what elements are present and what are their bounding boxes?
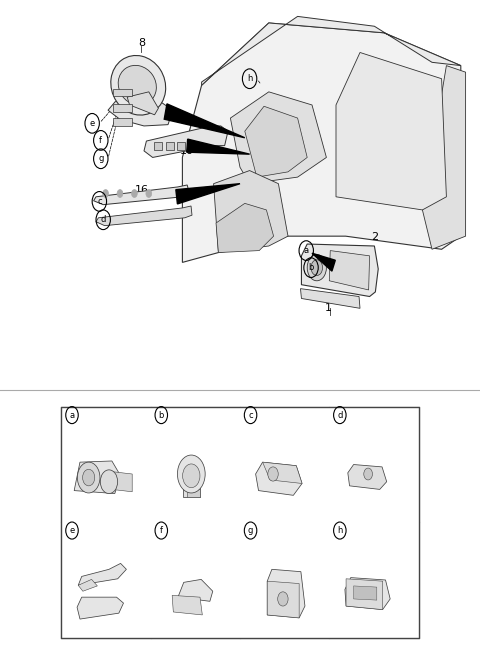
Text: h: h: [247, 74, 252, 83]
Text: d: d: [337, 411, 343, 420]
Polygon shape: [312, 253, 336, 271]
Polygon shape: [182, 23, 461, 262]
Text: a: a: [70, 411, 74, 420]
Circle shape: [364, 468, 372, 480]
Text: f: f: [99, 136, 102, 145]
Circle shape: [132, 190, 137, 197]
Polygon shape: [230, 92, 326, 184]
Polygon shape: [422, 66, 466, 249]
Text: c: c: [248, 411, 253, 420]
Text: b: b: [158, 411, 164, 420]
Text: d: d: [100, 215, 106, 224]
Circle shape: [307, 255, 326, 281]
Polygon shape: [263, 462, 302, 483]
Text: g: g: [248, 526, 253, 535]
Text: c: c: [97, 197, 102, 206]
Text: 4: 4: [175, 410, 181, 420]
Polygon shape: [202, 16, 461, 85]
Circle shape: [182, 464, 200, 487]
Polygon shape: [127, 92, 158, 115]
Circle shape: [77, 462, 100, 493]
Polygon shape: [164, 104, 245, 138]
Text: g: g: [98, 154, 104, 163]
Polygon shape: [301, 244, 378, 297]
Polygon shape: [216, 203, 274, 253]
Circle shape: [146, 190, 152, 197]
Polygon shape: [112, 472, 132, 492]
Text: 12: 12: [67, 564, 78, 573]
Circle shape: [278, 592, 288, 606]
Polygon shape: [74, 461, 120, 493]
Circle shape: [83, 469, 95, 486]
Text: f: f: [160, 526, 163, 535]
Polygon shape: [113, 104, 132, 112]
Polygon shape: [113, 118, 132, 126]
Polygon shape: [256, 462, 302, 495]
Polygon shape: [176, 184, 240, 204]
Text: h: h: [337, 526, 343, 535]
Text: 1: 1: [325, 303, 332, 314]
Polygon shape: [166, 142, 174, 150]
Bar: [61, 407, 419, 638]
Polygon shape: [348, 464, 387, 489]
Polygon shape: [187, 139, 250, 154]
Polygon shape: [329, 251, 370, 290]
Polygon shape: [187, 489, 200, 497]
Text: 3: 3: [85, 410, 92, 420]
Text: a: a: [304, 246, 309, 255]
Text: 7: 7: [353, 410, 360, 420]
Polygon shape: [178, 579, 213, 602]
Polygon shape: [78, 579, 97, 591]
Text: b: b: [308, 263, 314, 272]
Text: 16: 16: [134, 185, 149, 195]
Polygon shape: [154, 142, 162, 150]
Text: 15: 15: [353, 525, 367, 535]
Circle shape: [268, 467, 278, 481]
Polygon shape: [77, 597, 123, 619]
Text: e: e: [70, 526, 74, 535]
Text: e: e: [90, 119, 95, 128]
Circle shape: [178, 455, 205, 493]
Polygon shape: [94, 185, 190, 205]
Polygon shape: [267, 581, 299, 618]
Polygon shape: [182, 461, 200, 497]
Polygon shape: [346, 579, 383, 609]
Polygon shape: [113, 89, 132, 96]
Text: 9: 9: [264, 410, 271, 420]
Circle shape: [117, 190, 123, 197]
Polygon shape: [345, 578, 390, 609]
Text: 11: 11: [175, 525, 188, 535]
Polygon shape: [108, 97, 173, 126]
Text: 14: 14: [264, 525, 277, 535]
Polygon shape: [354, 586, 377, 600]
Polygon shape: [300, 289, 360, 308]
Polygon shape: [144, 126, 228, 157]
Polygon shape: [214, 171, 288, 253]
Text: 10: 10: [180, 146, 194, 156]
Circle shape: [100, 470, 118, 493]
Polygon shape: [78, 564, 126, 585]
Polygon shape: [336, 52, 446, 210]
Ellipse shape: [118, 66, 156, 105]
Circle shape: [103, 190, 108, 197]
Ellipse shape: [111, 56, 166, 115]
Text: 2: 2: [371, 232, 378, 243]
Text: 13: 13: [67, 605, 78, 615]
Text: 8: 8: [138, 37, 145, 48]
Polygon shape: [267, 569, 305, 618]
Polygon shape: [177, 142, 185, 150]
Polygon shape: [172, 596, 203, 615]
Polygon shape: [245, 106, 307, 177]
Circle shape: [311, 260, 323, 276]
Polygon shape: [96, 206, 192, 226]
